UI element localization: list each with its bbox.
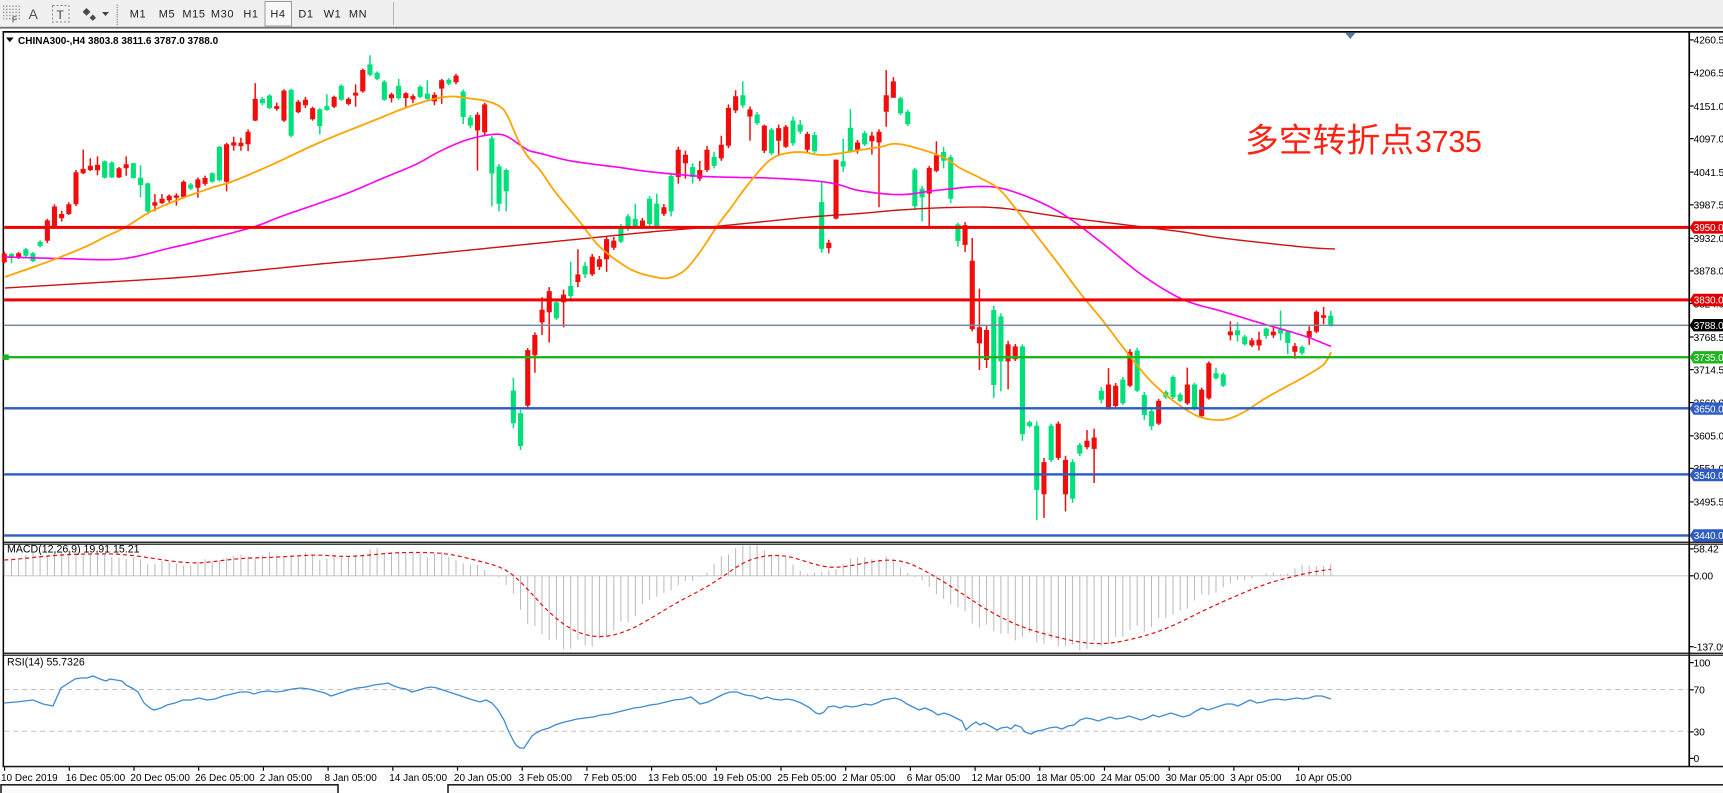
svg-text:4097.0: 4097.0 (1694, 134, 1723, 145)
svg-text:100: 100 (1694, 658, 1711, 669)
svg-text:24 Mar 05:00: 24 Mar 05:00 (1101, 773, 1160, 784)
svg-text:CHINA300-,H4 3803.8 3811.6 37: CHINA300-,H4 3803.8 3811.6 3787.0 3788.0 (18, 36, 219, 47)
svg-text:3 Apr 05:00: 3 Apr 05:00 (1230, 773, 1282, 784)
svg-text:3950.0: 3950.0 (1694, 223, 1723, 234)
svg-text:0: 0 (1694, 754, 1700, 765)
svg-text:3495.5: 3495.5 (1694, 498, 1723, 509)
svg-text:3830.0: 3830.0 (1694, 296, 1723, 307)
svg-text:30 Mar 05:00: 30 Mar 05:00 (1166, 773, 1225, 784)
svg-text:10 Apr 05:00: 10 Apr 05:00 (1295, 773, 1352, 784)
svg-text:12 Mar 05:00: 12 Mar 05:00 (972, 773, 1031, 784)
svg-text:70: 70 (1694, 686, 1706, 697)
svg-text:F: F (12, 16, 17, 25)
svg-text:3735.0: 3735.0 (1694, 353, 1723, 364)
svg-text:4041.5: 4041.5 (1694, 168, 1723, 179)
svg-text:2 Jan 05:00: 2 Jan 05:00 (260, 773, 313, 784)
svg-text:W1: W1 (324, 9, 342, 21)
svg-text:3735: 3735 (1415, 125, 1482, 159)
svg-text:3788.0: 3788.0 (1694, 321, 1723, 332)
svg-text:30: 30 (1694, 728, 1706, 739)
svg-text:MN: MN (349, 9, 367, 21)
svg-text:A: A (29, 6, 39, 22)
svg-text:M15: M15 (182, 9, 205, 21)
svg-text:10 Dec 2019: 10 Dec 2019 (1, 773, 58, 784)
svg-text:M1: M1 (130, 9, 146, 21)
svg-text:0.00: 0.00 (1694, 572, 1714, 583)
svg-text:6 Mar 05:00: 6 Mar 05:00 (907, 773, 961, 784)
svg-text:14 Jan 05:00: 14 Jan 05:00 (389, 773, 447, 784)
svg-text:3440.0: 3440.0 (1694, 531, 1723, 542)
svg-text:16 Dec 05:00: 16 Dec 05:00 (66, 773, 126, 784)
svg-text:RSI(14) 55.7326: RSI(14) 55.7326 (7, 657, 85, 669)
svg-text:18 Mar 05:00: 18 Mar 05:00 (1036, 773, 1095, 784)
svg-text:MACD(12,26,9) 19.91 15.21: MACD(12,26,9) 19.91 15.21 (7, 544, 140, 556)
svg-text:4260.5: 4260.5 (1694, 36, 1723, 47)
svg-text:3932.0: 3932.0 (1694, 234, 1723, 245)
svg-text:25 Feb 05:00: 25 Feb 05:00 (777, 773, 836, 784)
svg-text:13 Feb 05:00: 13 Feb 05:00 (648, 773, 707, 784)
svg-text:3650.0: 3650.0 (1694, 404, 1723, 415)
svg-text:-137.09: -137.09 (1694, 643, 1723, 654)
svg-text:4206.5: 4206.5 (1694, 68, 1723, 79)
svg-text:3605.0: 3605.0 (1694, 432, 1723, 443)
svg-text:20 Dec 05:00: 20 Dec 05:00 (130, 773, 190, 784)
svg-text:T: T (57, 8, 65, 22)
svg-text:26 Dec 05:00: 26 Dec 05:00 (195, 773, 255, 784)
svg-text:H4: H4 (270, 9, 285, 21)
svg-text:3714.5: 3714.5 (1694, 365, 1723, 376)
svg-text:58.42: 58.42 (1694, 545, 1719, 556)
svg-text:M5: M5 (159, 9, 175, 21)
svg-text:3878.0: 3878.0 (1694, 267, 1723, 278)
svg-text:3987.5: 3987.5 (1694, 201, 1723, 212)
svg-text:3540.0: 3540.0 (1694, 471, 1723, 482)
svg-text:8 Jan 05:00: 8 Jan 05:00 (325, 773, 378, 784)
svg-text:2 Mar 05:00: 2 Mar 05:00 (842, 773, 896, 784)
svg-text:20 Jan 05:00: 20 Jan 05:00 (454, 773, 512, 784)
svg-text:3 Feb 05:00: 3 Feb 05:00 (519, 773, 573, 784)
svg-text:M30: M30 (211, 9, 234, 21)
svg-text:D1: D1 (298, 9, 313, 21)
svg-text:4151.0: 4151.0 (1694, 102, 1723, 113)
svg-text:3768.5: 3768.5 (1694, 333, 1723, 344)
svg-text:H1: H1 (243, 9, 258, 21)
svg-text:19 Feb 05:00: 19 Feb 05:00 (713, 773, 772, 784)
svg-text:7 Feb 05:00: 7 Feb 05:00 (583, 773, 637, 784)
